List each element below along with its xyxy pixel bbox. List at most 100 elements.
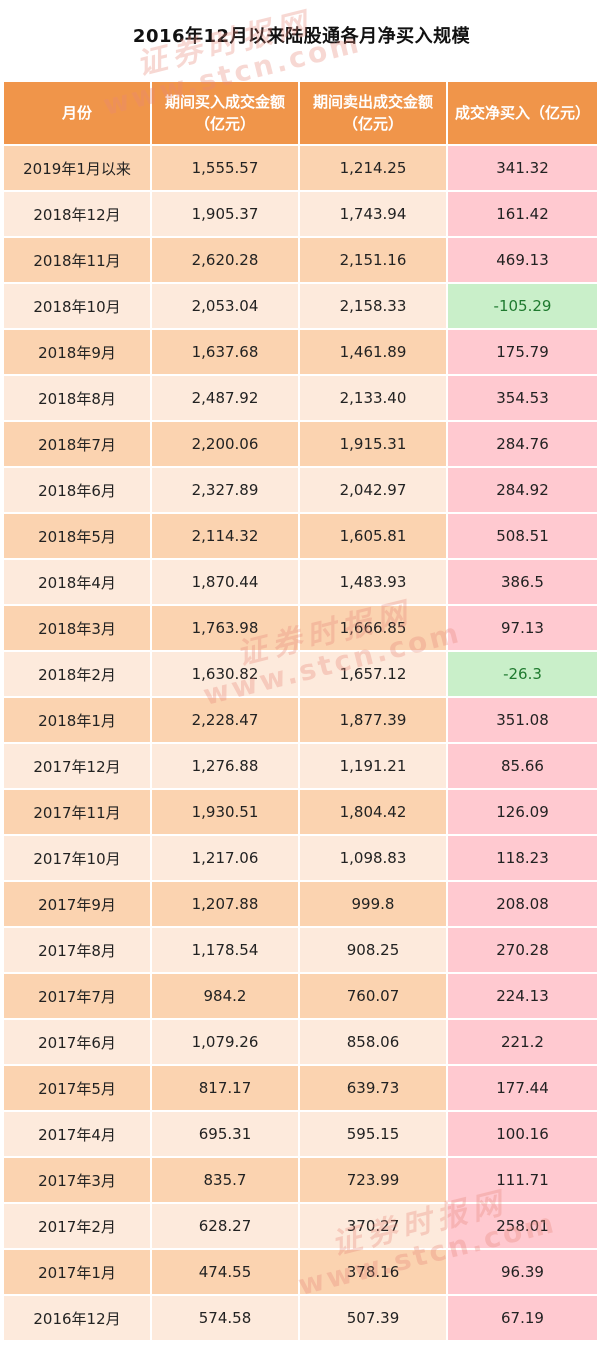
cell-buy-amount: 474.55 bbox=[152, 1250, 298, 1294]
cell-net-buy: 284.76 bbox=[448, 422, 597, 466]
cell-net-buy: -105.29 bbox=[448, 284, 597, 328]
table-row: 2018年6月 2,327.89 2,042.97 284.92 bbox=[4, 468, 597, 512]
cell-month: 2017年3月 bbox=[4, 1158, 150, 1202]
cell-net-buy: 258.01 bbox=[448, 1204, 597, 1248]
cell-buy-amount: 1,555.57 bbox=[152, 146, 298, 190]
cell-month: 2018年4月 bbox=[4, 560, 150, 604]
table-row: 2018年2月 1,630.82 1,657.12 -26.3 bbox=[4, 652, 597, 696]
cell-sell-amount: 908.25 bbox=[300, 928, 446, 972]
cell-net-buy: 386.5 bbox=[448, 560, 597, 604]
table-row: 2017年1月 474.55 378.16 96.39 bbox=[4, 1250, 597, 1294]
cell-month: 2018年12月 bbox=[4, 192, 150, 236]
cell-month: 2018年7月 bbox=[4, 422, 150, 466]
cell-month: 2018年1月 bbox=[4, 698, 150, 742]
cell-net-buy: -26.3 bbox=[448, 652, 597, 696]
cell-buy-amount: 1,217.06 bbox=[152, 836, 298, 880]
cell-month: 2017年8月 bbox=[4, 928, 150, 972]
cell-net-buy: 469.13 bbox=[448, 238, 597, 282]
cell-sell-amount: 723.99 bbox=[300, 1158, 446, 1202]
table-header-row: 月份 期间买入成交金额（亿元） 期间卖出成交金额（亿元） 成交净买入（亿元） bbox=[4, 82, 597, 144]
cell-net-buy: 111.71 bbox=[448, 1158, 597, 1202]
cell-month: 2017年12月 bbox=[4, 744, 150, 788]
cell-net-buy: 354.53 bbox=[448, 376, 597, 420]
cell-net-buy: 175.79 bbox=[448, 330, 597, 374]
cell-buy-amount: 1,079.26 bbox=[152, 1020, 298, 1064]
cell-month: 2017年4月 bbox=[4, 1112, 150, 1156]
page-title: 2016年12月以来陆股通各月净买入规模 bbox=[132, 26, 471, 47]
cell-net-buy: 118.23 bbox=[448, 836, 597, 880]
cell-buy-amount: 1,905.37 bbox=[152, 192, 298, 236]
table-row: 2018年9月 1,637.68 1,461.89 175.79 bbox=[4, 330, 597, 374]
cell-sell-amount: 639.73 bbox=[300, 1066, 446, 1110]
table-row: 2018年3月 1,763.98 1,666.85 97.13 bbox=[4, 606, 597, 650]
cell-sell-amount: 1,915.31 bbox=[300, 422, 446, 466]
cell-sell-amount: 1,804.42 bbox=[300, 790, 446, 834]
cell-buy-amount: 574.58 bbox=[152, 1296, 298, 1340]
cell-month: 2017年7月 bbox=[4, 974, 150, 1018]
cell-month: 2018年6月 bbox=[4, 468, 150, 512]
cell-buy-amount: 2,228.47 bbox=[152, 698, 298, 742]
cell-month: 2018年5月 bbox=[4, 514, 150, 558]
cell-buy-amount: 1,178.54 bbox=[152, 928, 298, 972]
header-net-buy: 成交净买入（亿元） bbox=[448, 82, 597, 144]
cell-month: 2016年12月 bbox=[4, 1296, 150, 1340]
cell-buy-amount: 628.27 bbox=[152, 1204, 298, 1248]
cell-month: 2017年5月 bbox=[4, 1066, 150, 1110]
table-row: 2017年3月 835.7 723.99 111.71 bbox=[4, 1158, 597, 1202]
cell-buy-amount: 2,620.28 bbox=[152, 238, 298, 282]
header-buy-amount: 期间买入成交金额（亿元） bbox=[152, 82, 298, 144]
cell-buy-amount: 1,276.88 bbox=[152, 744, 298, 788]
table-row: 2019年1月以来 1,555.57 1,214.25 341.32 bbox=[4, 146, 597, 190]
cell-net-buy: 97.13 bbox=[448, 606, 597, 650]
header-month: 月份 bbox=[4, 82, 150, 144]
cell-buy-amount: 817.17 bbox=[152, 1066, 298, 1110]
table-row: 2016年12月 574.58 507.39 67.19 bbox=[4, 1296, 597, 1340]
cell-net-buy: 67.19 bbox=[448, 1296, 597, 1340]
cell-sell-amount: 2,133.40 bbox=[300, 376, 446, 420]
table-row: 2018年1月 2,228.47 1,877.39 351.08 bbox=[4, 698, 597, 742]
cell-sell-amount: 760.07 bbox=[300, 974, 446, 1018]
table-row: 2018年4月 1,870.44 1,483.93 386.5 bbox=[4, 560, 597, 604]
cell-sell-amount: 1,666.85 bbox=[300, 606, 446, 650]
cell-net-buy: 177.44 bbox=[448, 1066, 597, 1110]
cell-net-buy: 270.28 bbox=[448, 928, 597, 972]
table-row: 2017年12月 1,276.88 1,191.21 85.66 bbox=[4, 744, 597, 788]
cell-buy-amount: 2,487.92 bbox=[152, 376, 298, 420]
table-row: 2017年7月 984.2 760.07 224.13 bbox=[4, 974, 597, 1018]
table-row: 2017年8月 1,178.54 908.25 270.28 bbox=[4, 928, 597, 972]
cell-buy-amount: 1,763.98 bbox=[152, 606, 298, 650]
cell-net-buy: 161.42 bbox=[448, 192, 597, 236]
cell-net-buy: 224.13 bbox=[448, 974, 597, 1018]
table-row: 2017年9月 1,207.88 999.8 208.08 bbox=[4, 882, 597, 926]
cell-sell-amount: 1,605.81 bbox=[300, 514, 446, 558]
table-row: 2018年12月 1,905.37 1,743.94 161.42 bbox=[4, 192, 597, 236]
cell-month: 2017年9月 bbox=[4, 882, 150, 926]
table-row: 2017年4月 695.31 595.15 100.16 bbox=[4, 1112, 597, 1156]
table-row: 2017年11月 1,930.51 1,804.42 126.09 bbox=[4, 790, 597, 834]
table-row: 2018年11月 2,620.28 2,151.16 469.13 bbox=[4, 238, 597, 282]
cell-sell-amount: 507.39 bbox=[300, 1296, 446, 1340]
cell-buy-amount: 2,200.06 bbox=[152, 422, 298, 466]
cell-sell-amount: 2,158.33 bbox=[300, 284, 446, 328]
cell-sell-amount: 1,098.83 bbox=[300, 836, 446, 880]
table-row: 2018年8月 2,487.92 2,133.40 354.53 bbox=[4, 376, 597, 420]
table-row: 2018年5月 2,114.32 1,605.81 508.51 bbox=[4, 514, 597, 558]
cell-sell-amount: 1,214.25 bbox=[300, 146, 446, 190]
header-sell-amount: 期间卖出成交金额（亿元） bbox=[300, 82, 446, 144]
cell-net-buy: 221.2 bbox=[448, 1020, 597, 1064]
cell-net-buy: 351.08 bbox=[448, 698, 597, 742]
cell-buy-amount: 2,114.32 bbox=[152, 514, 298, 558]
cell-sell-amount: 1,657.12 bbox=[300, 652, 446, 696]
cell-sell-amount: 2,151.16 bbox=[300, 238, 446, 282]
cell-sell-amount: 1,191.21 bbox=[300, 744, 446, 788]
table-body: 2019年1月以来 1,555.57 1,214.25 341.32 2018年12月 1… bbox=[4, 146, 597, 1340]
cell-buy-amount: 1,207.88 bbox=[152, 882, 298, 926]
cell-sell-amount: 595.15 bbox=[300, 1112, 446, 1156]
cell-month: 2018年2月 bbox=[4, 652, 150, 696]
table-row: 2017年5月 817.17 639.73 177.44 bbox=[4, 1066, 597, 1110]
cell-net-buy: 85.66 bbox=[448, 744, 597, 788]
cell-month: 2017年10月 bbox=[4, 836, 150, 880]
cell-net-buy: 96.39 bbox=[448, 1250, 597, 1294]
cell-net-buy: 341.32 bbox=[448, 146, 597, 190]
table-row: 2018年10月 2,053.04 2,158.33 -105.29 bbox=[4, 284, 597, 328]
